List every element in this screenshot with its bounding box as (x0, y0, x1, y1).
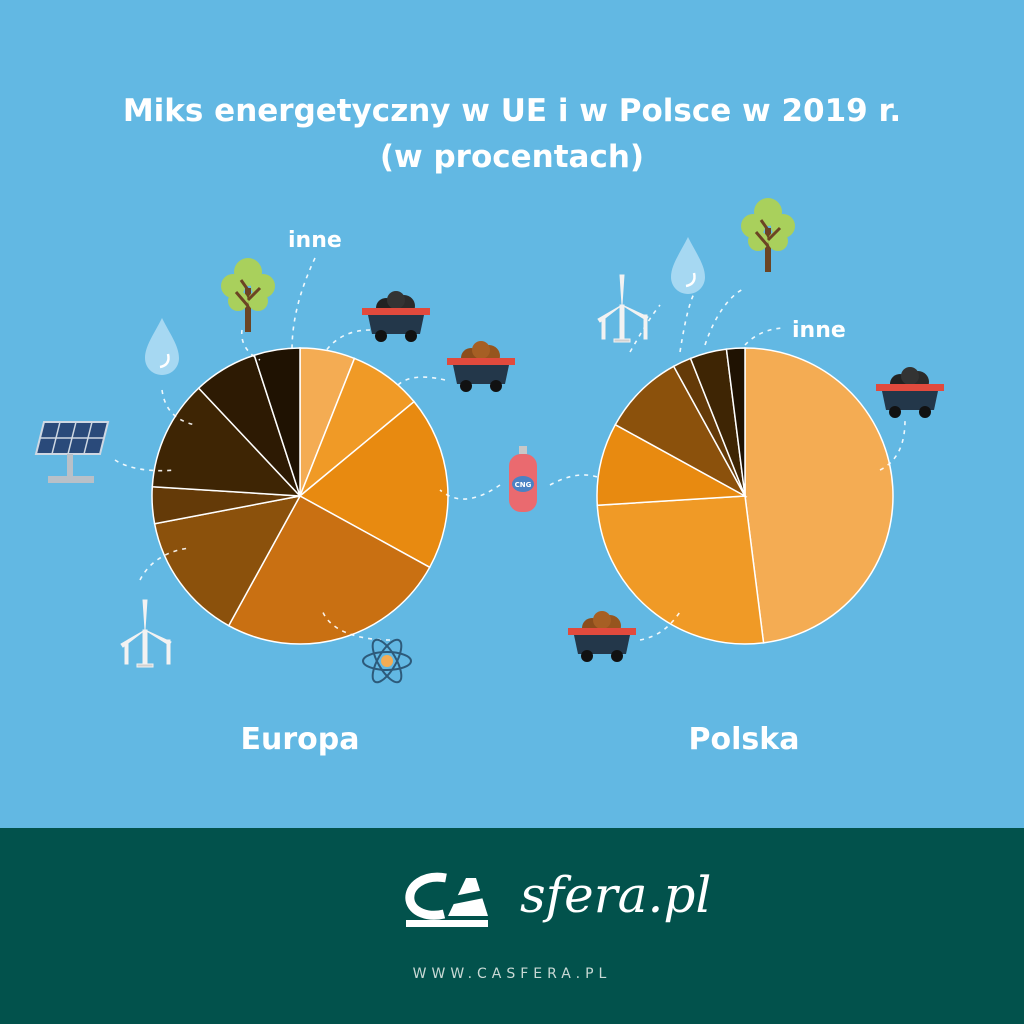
charts-svg: inne inne (34, 198, 944, 684)
title-line-1: Miks energetyczny w UE i w Polsce w 2019… (122, 93, 902, 129)
chart-title: Miks energetyczny w UE i w Polsce w 2019… (0, 88, 1024, 180)
chart-label-polska: Polska (688, 722, 800, 757)
water-drop-icon (145, 318, 179, 375)
pie-slice-polska-2 (596, 423, 748, 507)
coal-cart-icon (362, 291, 430, 342)
pie-slice-europa-8 (253, 347, 301, 497)
pie-slice-europa-2 (298, 400, 449, 569)
svg-text:CNG: CNG (515, 481, 532, 489)
water-drop-icon (671, 237, 705, 294)
pie-slice-polska-6 (725, 347, 746, 497)
cng-tank-icon: CNG (509, 446, 537, 512)
pie-slice-polska-0 (744, 347, 894, 644)
coal-cart-icon (876, 367, 944, 418)
lignite-cart-icon (568, 611, 636, 662)
tree-icon (741, 198, 795, 272)
ca-logo-icon (405, 872, 494, 927)
brand-logo-text: sfera.pl (520, 866, 712, 924)
title-line-2: (w procentach) (379, 139, 645, 175)
pie-slice-polska-1 (596, 495, 765, 645)
inne-label-polska: inne (792, 318, 846, 343)
pie-slice-europa-6 (151, 387, 302, 497)
pie-slice-polska-3 (614, 365, 747, 498)
footer: sfera.pl (0, 828, 1024, 1024)
tree-icon (221, 258, 275, 332)
solar-panel-icon (34, 421, 110, 483)
atom-icon (362, 638, 412, 684)
pie-slice-europa-4 (153, 494, 302, 627)
footer-url[interactable]: WWW.CASFERA.PL (412, 966, 612, 982)
chart-label-europa: Europa (240, 722, 360, 757)
wind-turbine-icon (597, 274, 649, 343)
pie-slice-europa-3 (227, 494, 431, 645)
wind-turbine-icon (120, 599, 172, 668)
inne-label-europa: inne (288, 228, 342, 253)
lignite-cart-icon (447, 341, 515, 392)
